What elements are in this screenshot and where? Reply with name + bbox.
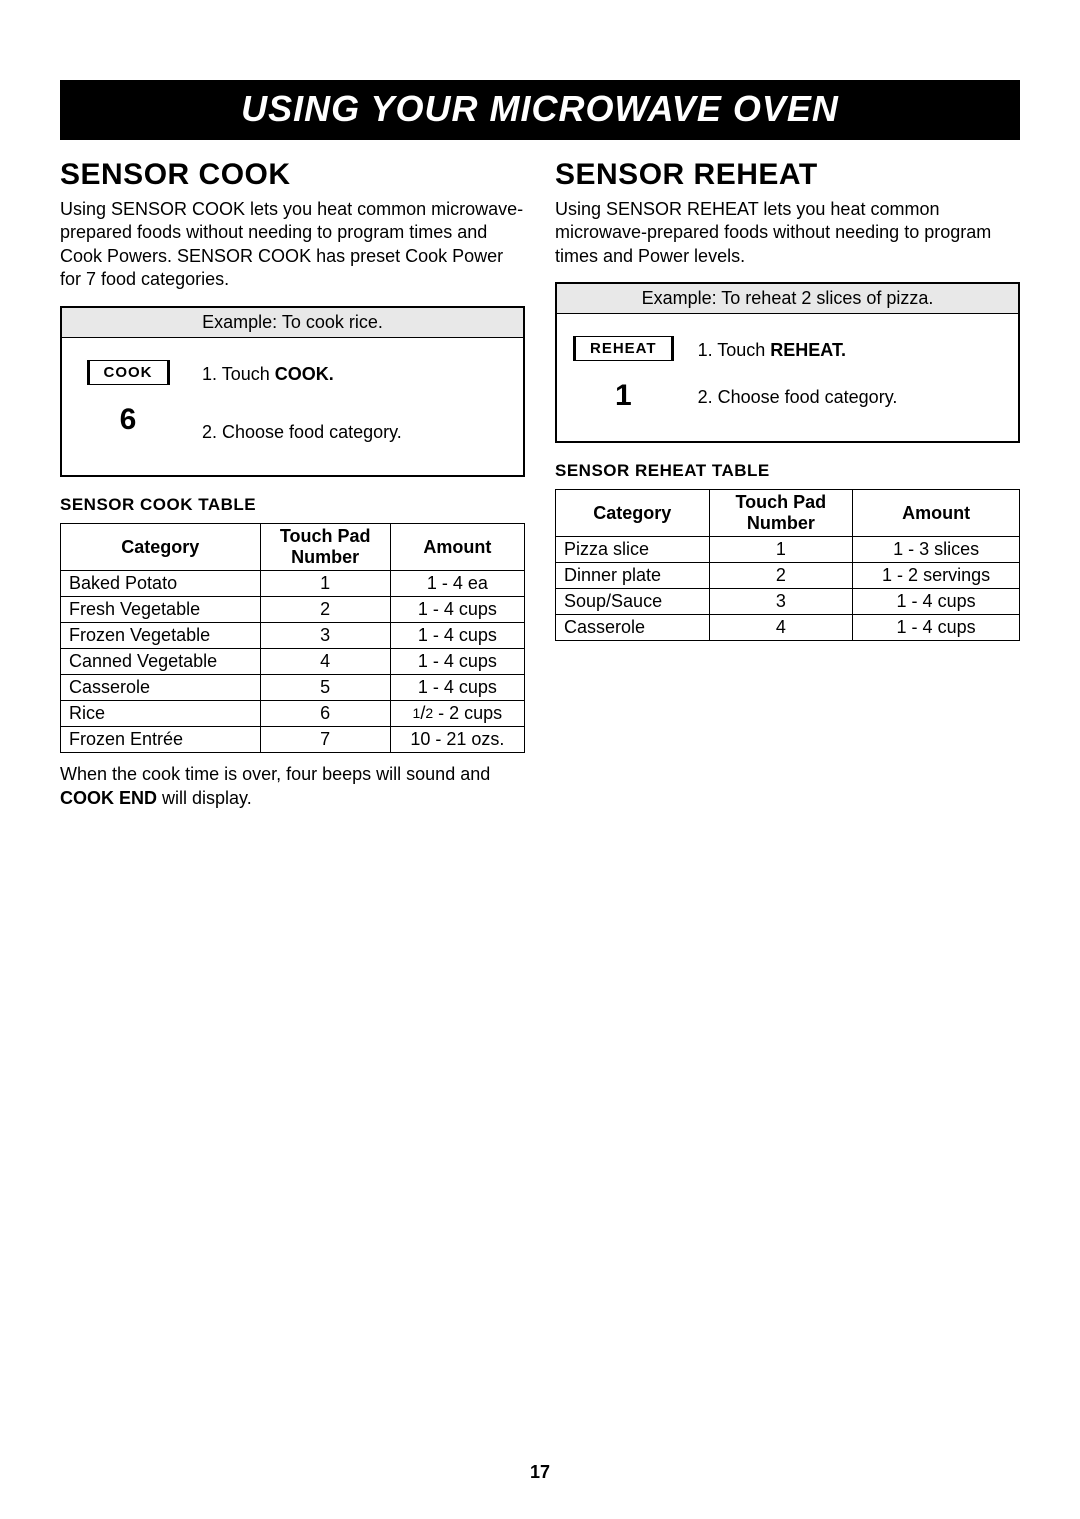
cook-step2: 2. Choose food category. [202,418,507,447]
table-row: Frozen Entrée710 - 21 ozs. [61,727,525,753]
sensor-cook-heading: SENSOR COOK [60,158,525,192]
table-row: Pizza slice11 - 3 slices [556,537,1020,563]
reheat-table: Category Touch PadNumber Amount Pizza sl… [555,489,1020,641]
sensor-reheat-intro: Using SENSOR REHEAT lets you heat common… [555,198,1020,268]
reheat-step1-pre: 1. Touch [698,340,771,360]
cook-example-title: Example: To cook rice. [62,308,523,338]
sensor-reheat-section: SENSOR REHEAT Using SENSOR REHEAT lets y… [555,158,1020,810]
table-row: Casserole41 - 4 cups [556,615,1020,641]
sensor-cook-section: SENSOR COOK Using SENSOR COOK lets you h… [60,158,525,810]
reheat-display-number: 1 [615,379,632,413]
table-row: Soup/Sauce31 - 4 cups [556,589,1020,615]
table-row: Rice61/2 - 2 cups [61,701,525,727]
sensor-reheat-heading: SENSOR REHEAT [555,158,1020,192]
reheat-touch-button: REHEAT [573,336,674,361]
cook-example-box: Example: To cook rice. COOK 6 1. Touch C… [60,306,525,478]
table-row: Casserole51 - 4 cups [61,675,525,701]
cook-end-note: When the cook time is over, four beeps w… [60,763,525,810]
reheat-example-box: Example: To reheat 2 slices of pizza. RE… [555,282,1020,443]
reheat-col-number: Touch PadNumber [709,490,853,537]
table-row: Baked Potato11 - 4 ea [61,571,525,597]
cook-col-category: Category [61,524,261,571]
reheat-col-amount: Amount [853,490,1020,537]
table-row: Frozen Vegetable31 - 4 cups [61,623,525,649]
cook-touch-button: COOK [87,360,170,385]
reheat-example-title: Example: To reheat 2 slices of pizza. [557,284,1018,314]
cook-table: Category Touch PadNumber Amount Baked Po… [60,523,525,753]
reheat-step2: 2. Choose food category. [698,383,1002,412]
cook-col-number: Touch PadNumber [260,524,390,571]
reheat-steps: 1. Touch REHEAT. 2. Choose food category… [698,336,1002,413]
page-number: 17 [0,1462,1080,1483]
cook-steps: 1. Touch COOK. 2. Choose food category. [202,360,507,448]
cook-display-number: 6 [120,403,137,437]
cook-table-label: SENSOR COOK TABLE [60,495,525,515]
page-banner: USING YOUR MICROWAVE OVEN [60,80,1020,140]
table-row: Canned Vegetable41 - 4 cups [61,649,525,675]
reheat-table-label: SENSOR REHEAT TABLE [555,461,1020,481]
sensor-cook-intro: Using SENSOR COOK lets you heat common m… [60,198,525,292]
reheat-step1-bold: REHEAT. [770,340,846,360]
table-row: Dinner plate21 - 2 servings [556,563,1020,589]
reheat-col-category: Category [556,490,710,537]
cook-step1-bold: COOK. [275,364,334,384]
table-row: Fresh Vegetable21 - 4 cups [61,597,525,623]
cook-col-amount: Amount [390,524,524,571]
cook-step1-pre: 1. Touch [202,364,275,384]
